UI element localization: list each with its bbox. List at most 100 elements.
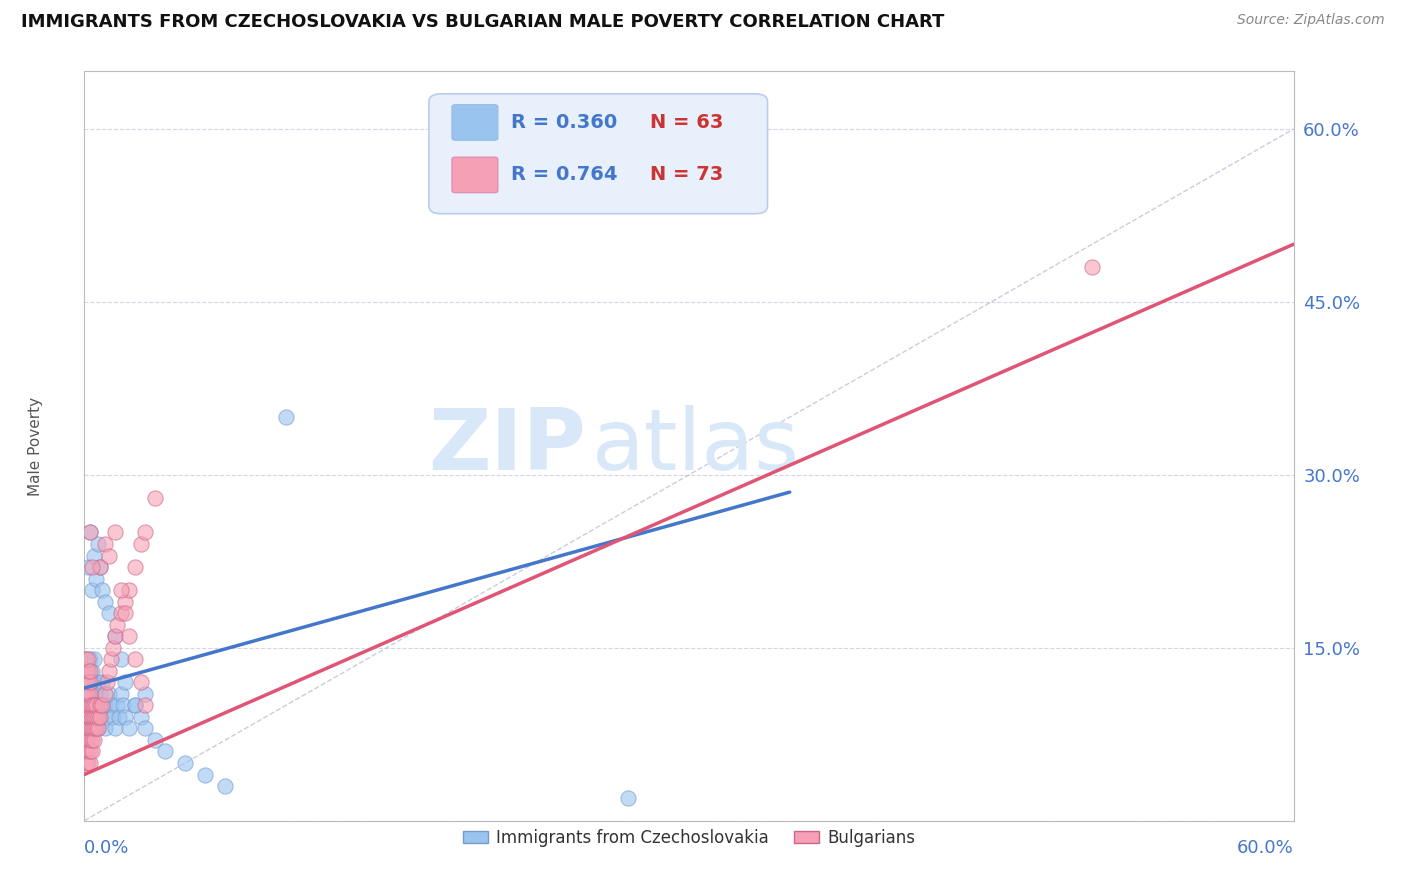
Point [114,710,136,724]
Point [77,687,100,701]
Text: IMMIGRANTS FROM CZECHOSLOVAKIA VS BULGARIAN MALE POVERTY CORRELATION CHART: IMMIGRANTS FROM CZECHOSLOVAKIA VS BULGAR… [21,13,945,31]
Point [77,710,100,724]
Point [87,710,110,724]
Point [87,698,110,713]
Point [86,572,108,586]
Point [105,698,128,713]
Point [1081,260,1104,275]
Point [75,675,97,690]
Point [89,687,111,701]
Point [91,698,114,713]
Point [93,722,115,736]
Point [274,410,297,425]
Text: 60.0%: 60.0% [1237,839,1294,857]
Point [110,583,132,598]
Point [124,560,146,574]
Point [93,698,115,713]
FancyBboxPatch shape [451,157,498,193]
Point [77,560,100,574]
Point [96,710,118,724]
FancyBboxPatch shape [429,94,768,214]
Point [79,710,101,724]
Point [75,722,97,736]
Point [134,698,156,713]
Point [111,698,134,713]
Point [114,594,136,608]
Point [129,537,152,551]
Text: ZIP: ZIP [429,404,586,488]
Point [82,710,104,724]
Point [75,664,97,678]
Point [83,698,105,713]
Point [77,652,100,666]
Point [93,687,115,701]
Point [91,675,114,690]
Point [87,675,110,690]
Text: N = 73: N = 73 [650,165,724,185]
Point [91,698,114,713]
Text: Source: ZipAtlas.com: Source: ZipAtlas.com [1237,13,1385,28]
Point [79,652,101,666]
Point [75,733,97,747]
Point [91,583,114,598]
Point [75,652,97,666]
Point [93,594,115,608]
Point [75,710,97,724]
Point [75,756,97,770]
Point [214,779,236,793]
Point [118,722,141,736]
Point [82,722,104,736]
Point [86,698,108,713]
Point [89,710,111,724]
Point [89,710,111,724]
Point [79,722,101,736]
Point [77,664,100,678]
Point [77,744,100,758]
Point [97,664,120,678]
Point [89,698,111,713]
FancyBboxPatch shape [451,104,498,140]
Point [82,733,104,747]
Point [79,675,101,690]
Point [79,698,101,713]
Point [77,710,100,724]
Point [79,675,101,690]
Point [134,722,156,736]
Point [129,710,152,724]
Point [124,698,146,713]
Point [110,606,132,620]
Point [134,525,156,540]
Point [143,491,166,505]
Point [86,710,108,724]
Point [86,710,108,724]
Point [101,640,124,655]
Point [77,756,100,770]
Point [97,549,120,563]
Point [82,687,104,701]
Point [77,733,100,747]
Point [104,525,127,540]
Point [79,525,101,540]
Point [617,790,640,805]
Point [104,629,127,643]
Point [82,710,104,724]
Point [89,560,111,574]
Text: N = 63: N = 63 [650,113,724,132]
Point [83,549,105,563]
Point [134,687,156,701]
Point [194,767,217,781]
Point [83,733,105,747]
Point [82,664,104,678]
Point [93,537,115,551]
Point [79,744,101,758]
Point [107,710,129,724]
Point [114,675,136,690]
Point [77,675,100,690]
Point [118,629,141,643]
Point [97,687,120,701]
Point [79,733,101,747]
Point [82,560,104,574]
Point [129,675,152,690]
Point [82,744,104,758]
Point [104,722,127,736]
